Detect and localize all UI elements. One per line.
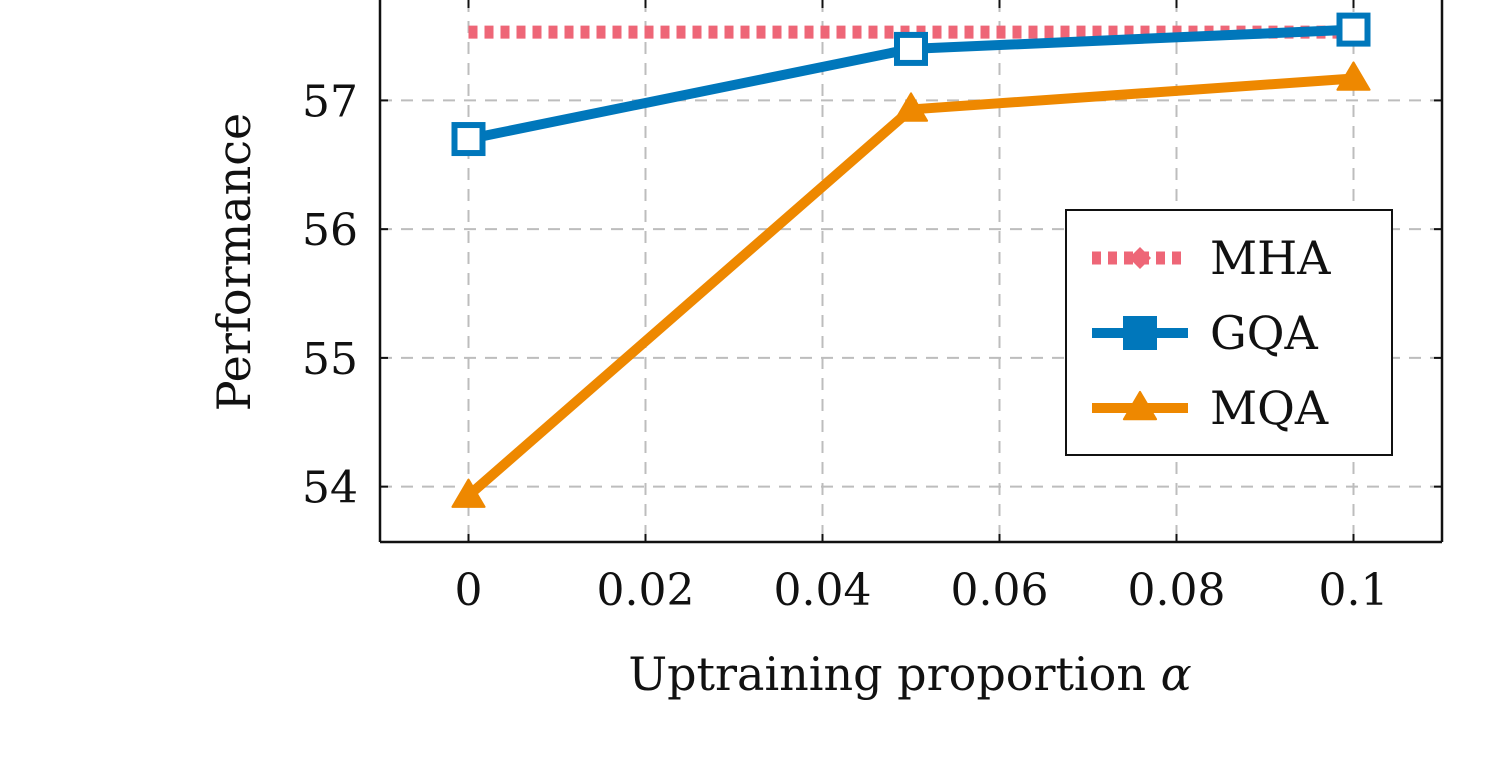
point-gqa-2 [1336,12,1371,47]
legend-label-mqa: MQA [1210,381,1329,435]
x-tick-label-1: 0.02 [597,565,695,616]
y-axis-title: Performance [207,113,261,411]
point-gqa-0 [451,122,486,157]
x-tick-label-3: 0.06 [951,565,1049,616]
legend-label-mha: MHA [1210,231,1331,285]
legend: MHA GQA MQA [1065,209,1393,456]
point-mqa-1 [893,92,929,122]
legend-label-gqa: GQA [1210,306,1318,360]
point-gqa-1 [894,31,928,66]
y-tick-label-3: 57 [302,76,358,127]
y-tick-label-1: 55 [302,334,358,385]
legend-marker-gqa [1123,316,1157,350]
legend-entries: MHA GQA MQA [1092,231,1331,435]
x-tick-label-5: 0.1 [1319,565,1389,616]
y-tick-label-2: 56 [302,205,358,256]
x-axis-title: Uptraining proportion α [628,647,1191,701]
legend-marker-mha [1129,247,1151,269]
markers-layer [451,12,1371,508]
x-tick-label-0: 0 [455,565,483,616]
legend-marker-mqa [1122,390,1158,421]
axes [378,0,1444,544]
x-tick-label-4: 0.08 [1128,565,1226,616]
point-mqa-2 [1336,61,1371,91]
y-tick-label-0: 54 [302,463,358,514]
x-tick-labels: 0 0.02 0.04 0.06 0.08 0.1 [455,565,1389,616]
x-tick-label-2: 0.04 [774,565,872,616]
point-mqa-0 [451,478,486,508]
x-axis-title-text: Uptraining proportion [628,647,1146,701]
y-tick-labels: 54 55 56 57 [302,76,358,513]
x-axis-symbol: α [1161,647,1192,701]
